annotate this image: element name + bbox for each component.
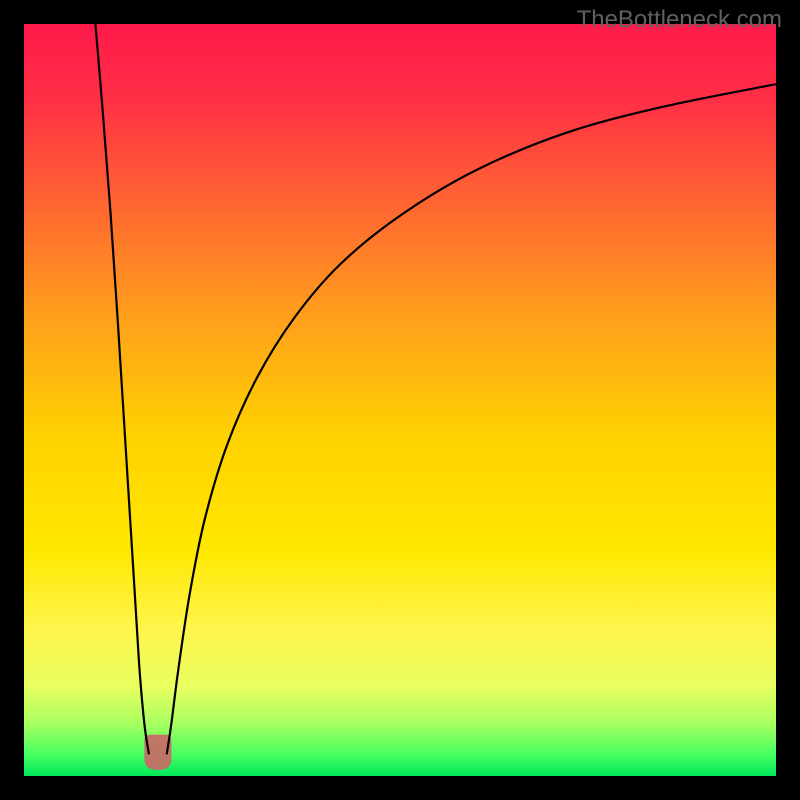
figure-root: TheBottleneck.com	[0, 0, 800, 800]
watermark-text: TheBottleneck.com	[577, 6, 782, 34]
chart-svg	[0, 0, 800, 800]
plot-area	[0, 0, 800, 800]
chart-background	[24, 24, 776, 776]
